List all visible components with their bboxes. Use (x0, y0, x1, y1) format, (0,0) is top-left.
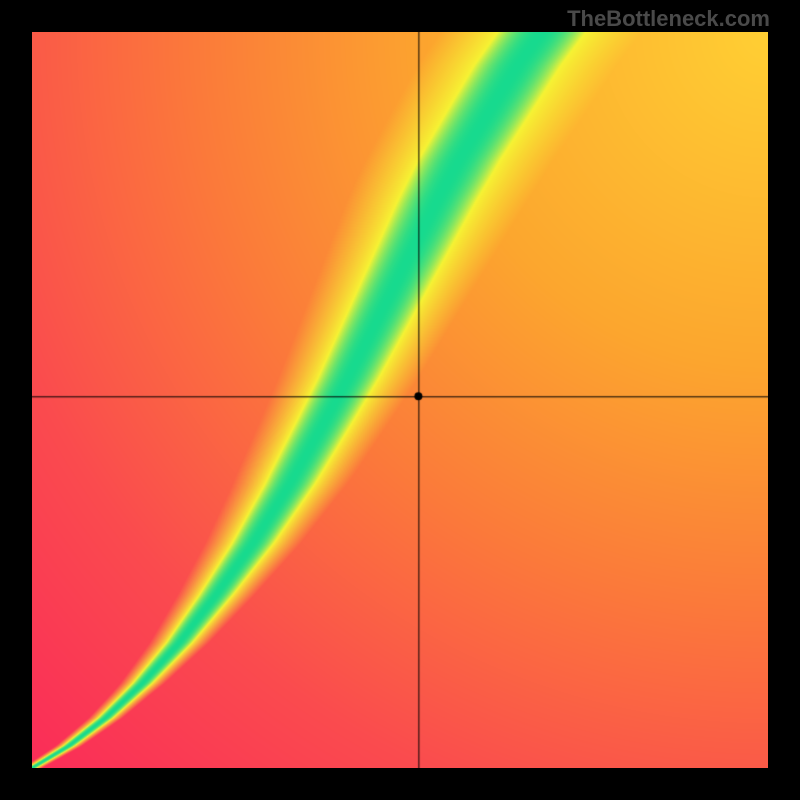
chart-container: TheBottleneck.com (0, 0, 800, 800)
heatmap-plot (32, 32, 768, 768)
watermark-text: TheBottleneck.com (567, 6, 770, 32)
